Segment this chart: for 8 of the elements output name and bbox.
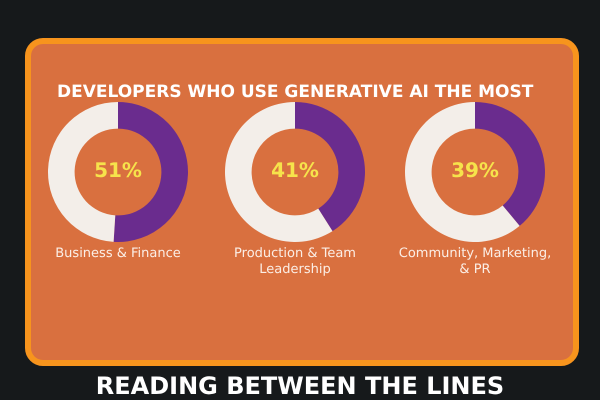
data-label: 39% [451, 158, 499, 182]
text: Business & Finance [54, 246, 182, 262]
text: READING BETWEEN THE LINES [94, 372, 506, 400]
text: Production & Team Leadership [233, 246, 357, 278]
data-label: 51% [94, 158, 142, 182]
text: Community, Marketing, & PR [398, 246, 552, 278]
data-label: 41% [271, 158, 319, 182]
text: DEVELOPERS WHO USE GENERATIVE AI THE MOST [57, 82, 534, 102]
